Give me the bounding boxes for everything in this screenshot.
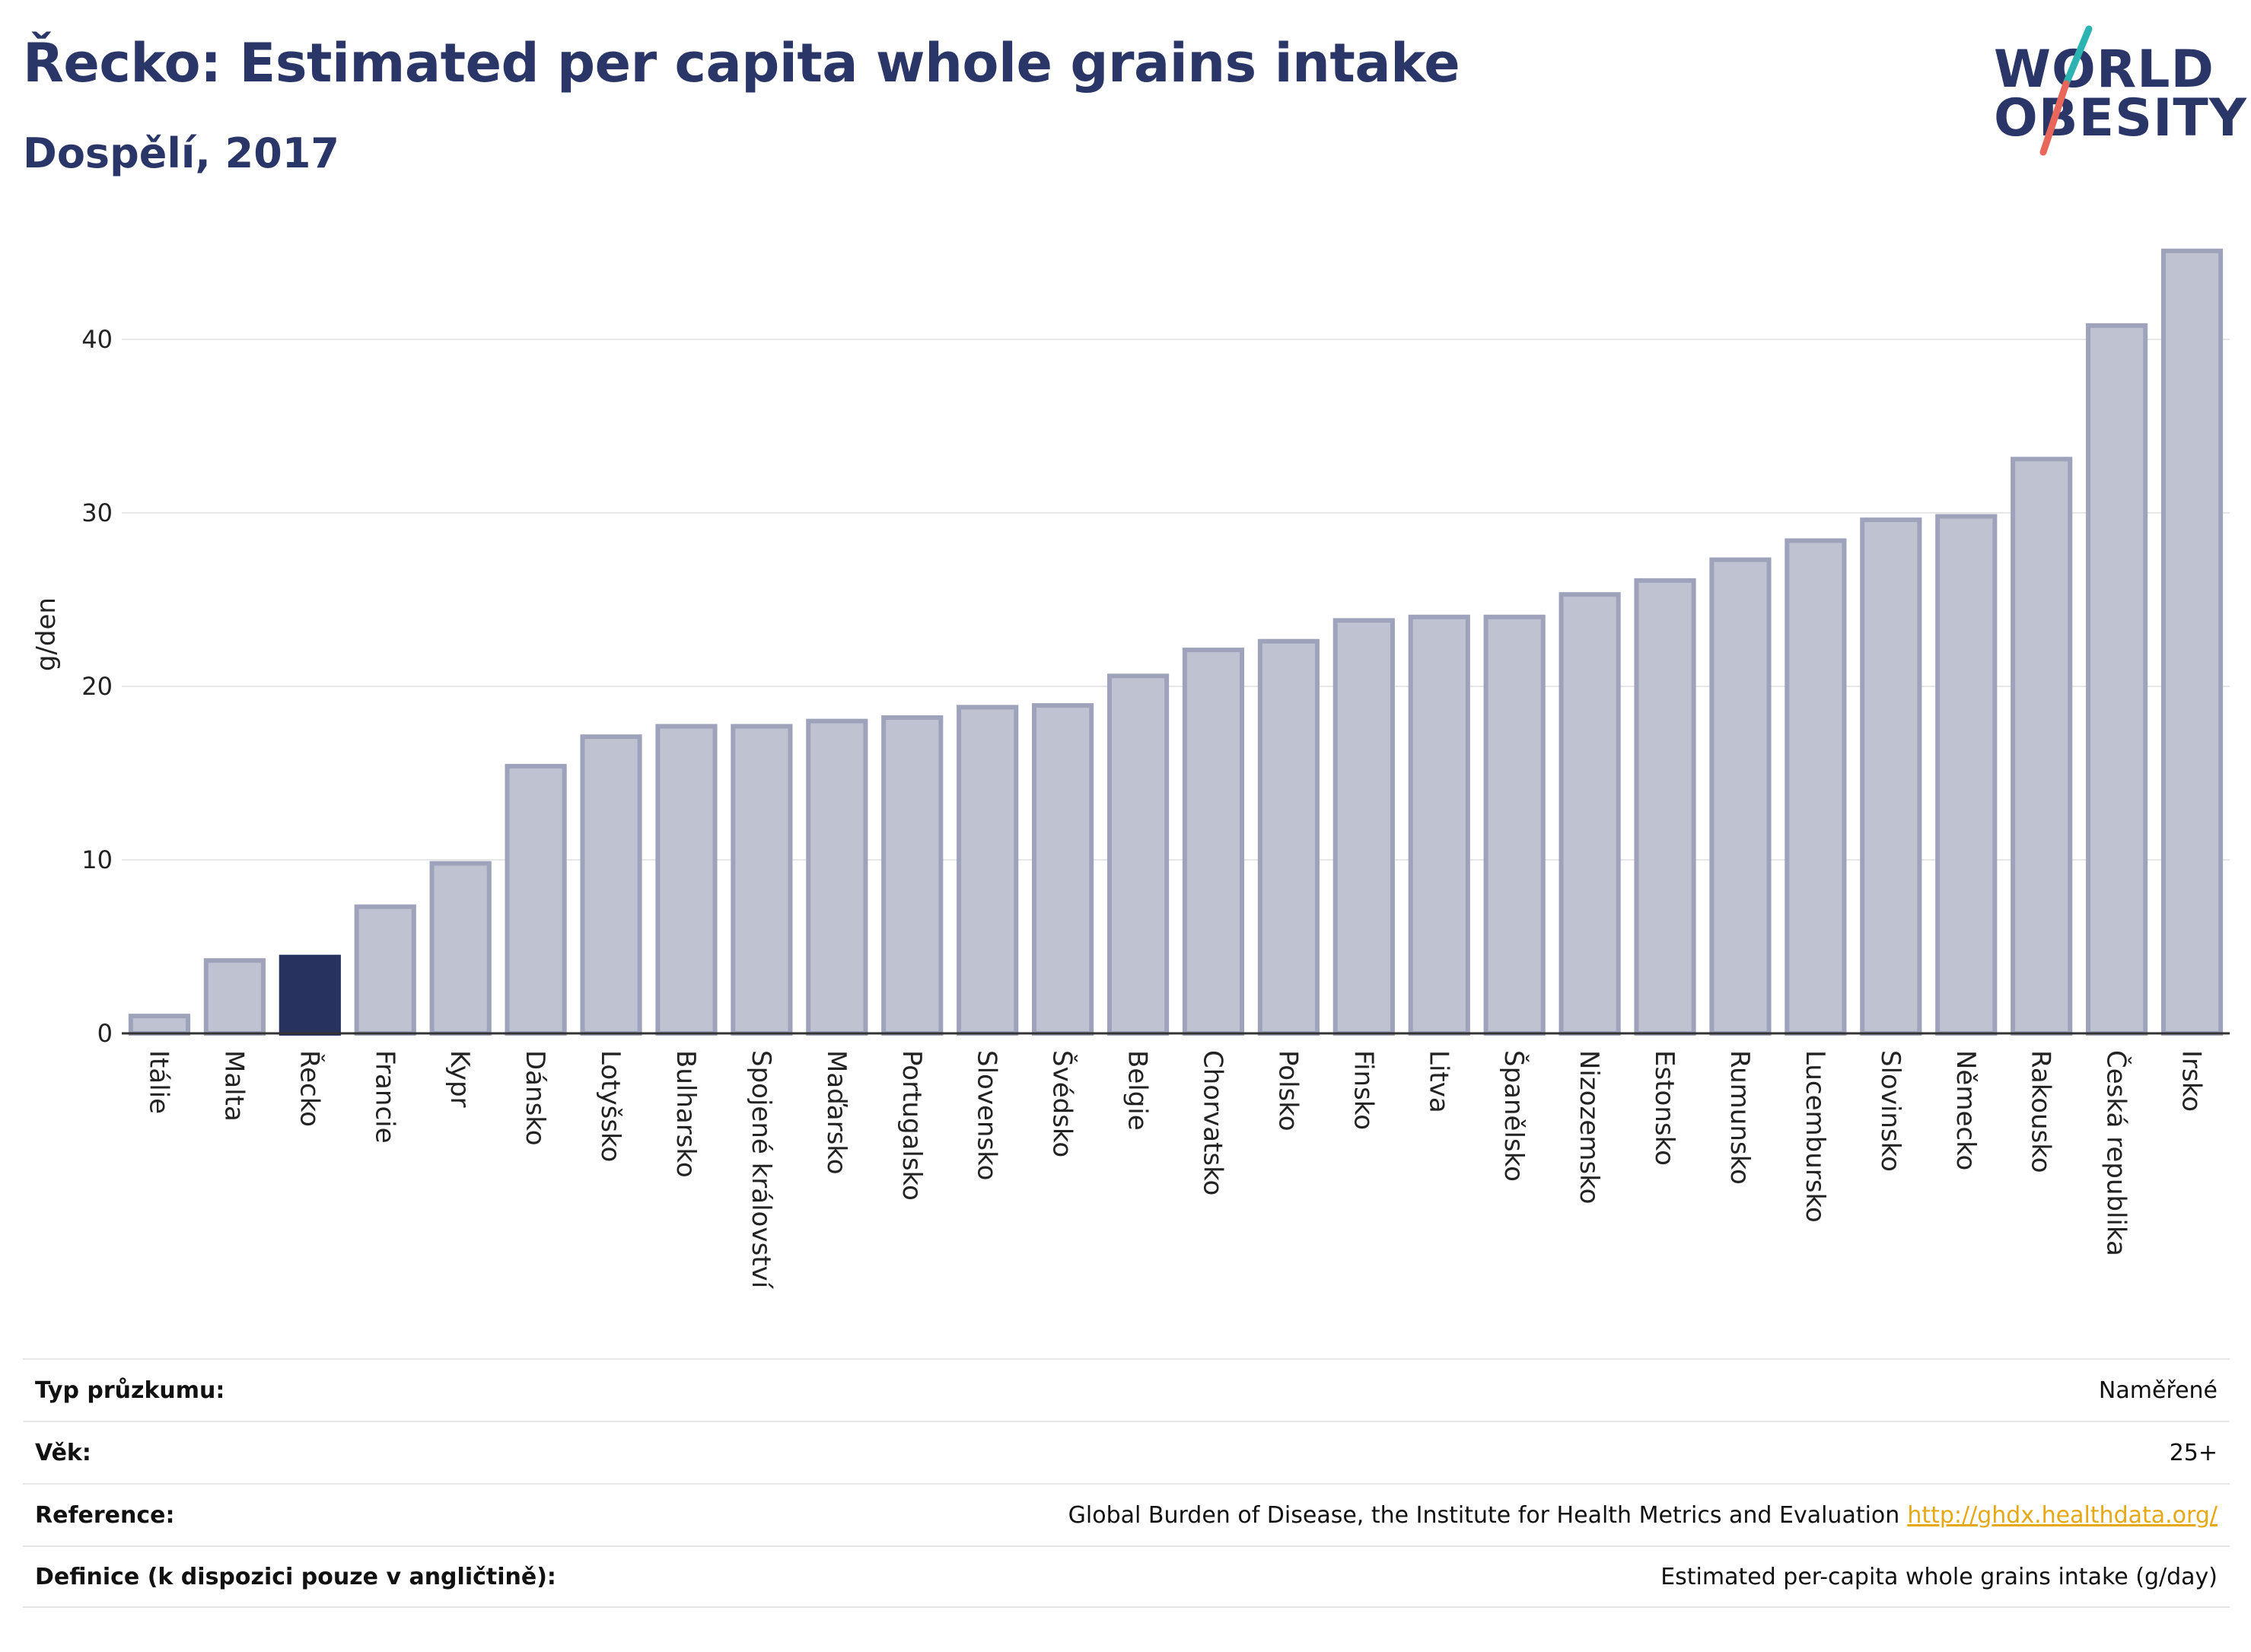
info-row-definition: Definice (k dispozici pouze v angličtině… bbox=[23, 1545, 2230, 1608]
y-tick-label: 0 bbox=[97, 1019, 113, 1048]
info-value: 25+ bbox=[2169, 1439, 2218, 1466]
bar bbox=[429, 861, 492, 1036]
info-key: Definice (k dispozici pouze v angličtině… bbox=[35, 1563, 556, 1590]
y-tick-label: 40 bbox=[81, 325, 113, 354]
x-tick-label: Litva bbox=[1423, 1050, 1453, 1113]
bar bbox=[881, 715, 944, 1036]
y-tick-label: 20 bbox=[81, 672, 113, 701]
bar bbox=[655, 724, 718, 1036]
reference-value: Global Burden of Disease, the Institute … bbox=[1068, 1502, 2218, 1529]
info-value: Estimated per-capita whole grains intake… bbox=[1660, 1563, 2218, 1590]
x-tick-label: Polsko bbox=[1272, 1050, 1303, 1132]
x-tick-label: Bulharsko bbox=[670, 1050, 701, 1178]
x-tick-label: Portugalsko bbox=[896, 1050, 927, 1201]
info-key: Typ průzkumu: bbox=[35, 1377, 225, 1404]
logo-line-2: OBESITY bbox=[1994, 88, 2247, 148]
page-subtitle: Dospělí, 2017 bbox=[23, 129, 339, 177]
bar bbox=[203, 958, 266, 1036]
bar bbox=[279, 954, 341, 1036]
bar bbox=[1332, 618, 1395, 1036]
x-tick-label: Česká republika bbox=[2101, 1050, 2132, 1256]
x-tick-label: Slovensko bbox=[972, 1050, 1002, 1180]
x-tick-label: Rakousko bbox=[2026, 1050, 2056, 1173]
bar bbox=[505, 763, 567, 1036]
logo-slash-icon bbox=[2039, 25, 2093, 156]
logo-line-1: WORLD bbox=[1994, 40, 2214, 100]
bar-chart: 0 10 20 30 40 g/den Itálie Malta Řecko Francie Kyp… bbox=[31, 248, 2230, 1290]
bar bbox=[1785, 538, 1847, 1036]
x-tick-label: Irsko bbox=[2176, 1050, 2207, 1112]
x-tick-label: Švédsko bbox=[1047, 1050, 1078, 1157]
bar bbox=[2086, 323, 2148, 1036]
x-tick-label: Lucembursko bbox=[1800, 1050, 1830, 1223]
bar bbox=[354, 904, 416, 1036]
x-tick-label: Chorvatsko bbox=[1197, 1050, 1227, 1195]
x-tick-label: Slovinsko bbox=[1875, 1050, 1906, 1172]
x-tick-label: Kypr bbox=[444, 1050, 475, 1108]
bar bbox=[2160, 248, 2224, 1036]
bar bbox=[580, 734, 642, 1036]
info-row-reference: Reference: Global Burden of Disease, the… bbox=[23, 1483, 2230, 1545]
bar bbox=[731, 724, 793, 1036]
bar bbox=[1634, 578, 1696, 1036]
x-tick-label: Španělsko bbox=[1498, 1050, 1530, 1182]
x-tick-label: Rumunsko bbox=[1724, 1050, 1755, 1185]
x-tick-label: Nizozemsko bbox=[1574, 1050, 1604, 1204]
info-key: Věk: bbox=[35, 1439, 91, 1466]
info-value: Naměřené bbox=[2098, 1377, 2218, 1404]
info-key: Reference: bbox=[35, 1501, 175, 1529]
bar bbox=[1483, 614, 1546, 1036]
bar bbox=[957, 705, 1019, 1036]
bar bbox=[1559, 592, 1621, 1036]
info-row-survey-type: Typ průzkumu: Naměřené bbox=[23, 1358, 2230, 1421]
info-table: Typ průzkumu: Naměřené Věk: 25+ Referenc… bbox=[23, 1358, 2230, 1608]
x-tick-label: Finsko bbox=[1348, 1050, 1378, 1130]
bar bbox=[2011, 457, 2073, 1036]
world-obesity-logo: WORLD OBESITY bbox=[1986, 23, 2246, 160]
info-value: Global Burden of Disease, the Institute … bbox=[1068, 1501, 1900, 1529]
y-tick-label: 10 bbox=[81, 845, 113, 874]
bar bbox=[1408, 614, 1470, 1036]
x-tick-label: Lotyšsko bbox=[595, 1050, 626, 1162]
bar bbox=[1257, 638, 1320, 1036]
bar bbox=[1182, 648, 1245, 1036]
x-tick-label: Estonsko bbox=[1649, 1050, 1679, 1166]
x-tick-label: Německo bbox=[1950, 1050, 1981, 1170]
bar bbox=[1106, 673, 1170, 1036]
page-title: Řecko: Estimated per capita whole grains… bbox=[23, 32, 1460, 94]
bar bbox=[1709, 557, 1772, 1036]
x-tick-label: Dánsko bbox=[520, 1050, 550, 1146]
y-axis-label: g/den bbox=[31, 597, 62, 671]
bar bbox=[1935, 514, 1998, 1036]
info-row-age: Věk: 25+ bbox=[23, 1421, 2230, 1483]
x-tick-label: Belgie bbox=[1122, 1050, 1153, 1131]
reference-link[interactable]: http://ghdx.healthdata.org/ bbox=[1907, 1501, 2218, 1529]
x-tick-label: Francie bbox=[369, 1050, 400, 1144]
bar bbox=[1032, 703, 1094, 1036]
x-tick-label: Itálie bbox=[143, 1050, 174, 1114]
x-tick-label: Maďarsko bbox=[821, 1050, 852, 1175]
x-tick-label: Malta bbox=[218, 1050, 249, 1122]
x-tick-label: Řecko bbox=[294, 1050, 325, 1127]
bar bbox=[1860, 517, 1922, 1036]
bar bbox=[806, 718, 868, 1036]
bar bbox=[128, 1014, 191, 1036]
x-tick-label: Spojené království bbox=[746, 1050, 776, 1290]
y-tick-label: 30 bbox=[81, 498, 113, 527]
